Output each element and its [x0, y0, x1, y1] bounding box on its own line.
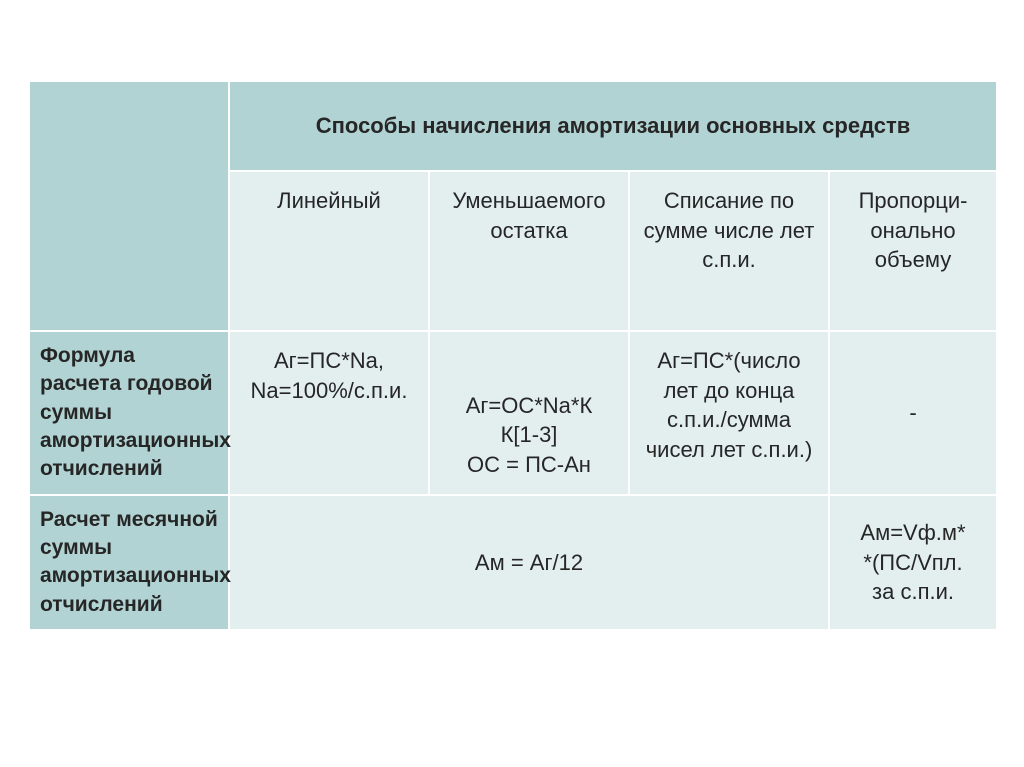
corner-cell	[29, 81, 229, 331]
amortization-table: Способы начисления амортизации основных …	[28, 80, 996, 631]
row-1-merged: Ам = Аг/12	[229, 495, 829, 630]
row-1-col-4: Ам=Vф.м**(ПС/Vпл.за с.п.и.	[829, 495, 997, 630]
header-sub-3: Пропорци-онально объему	[829, 171, 997, 331]
table: Способы начисления амортизации основных …	[28, 80, 998, 631]
row-0-col-4: -	[829, 331, 997, 495]
row-0-label: Формула расчета годовой суммы амортизаци…	[29, 331, 229, 495]
header-sub-2: Списание по сумме числе лет с.п.и.	[629, 171, 829, 331]
row-0-col-3: Аг=ПС*(число лет до конца с.п.и./сумма ч…	[629, 331, 829, 495]
header-sub-1: Уменьшаемого остатка	[429, 171, 629, 331]
row-0-col-2: Аг=ОС*Nа*КК[1-3]ОС = ПС-Ан	[429, 331, 629, 495]
header-sub-0: Линейный	[229, 171, 429, 331]
row-0-col-1: Аг=ПС*Nа,Nа=100%/с.п.и.	[229, 331, 429, 495]
row-1-label: Расчет месячной суммы амортизационных от…	[29, 495, 229, 630]
header-main: Способы начисления амортизации основных …	[229, 81, 997, 171]
